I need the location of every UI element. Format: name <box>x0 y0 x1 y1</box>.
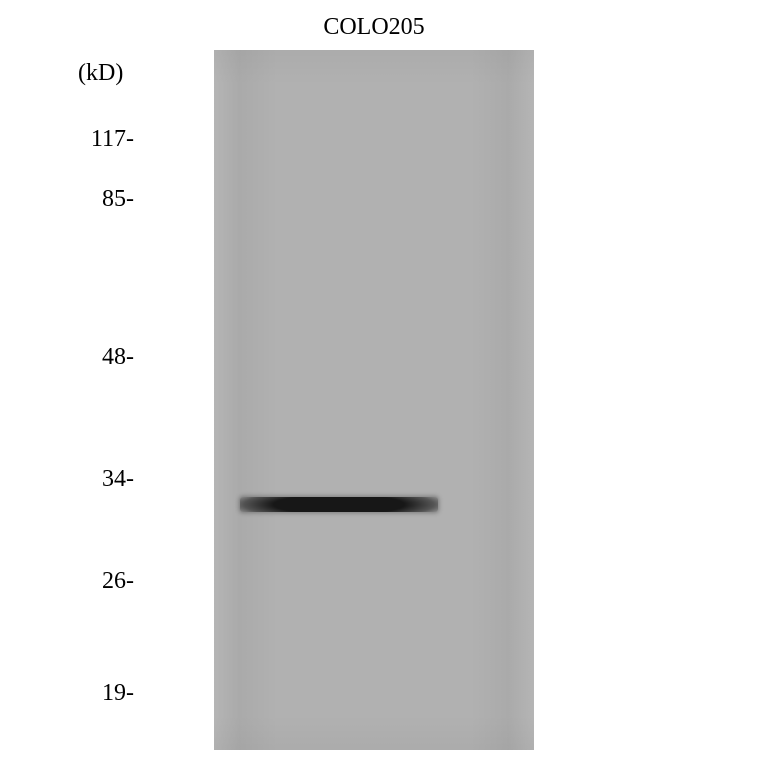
marker-label: 19- <box>0 680 134 707</box>
unit-label: (kD) <box>78 60 123 87</box>
marker-label: 48- <box>0 344 134 371</box>
blot-lane <box>214 50 534 750</box>
marker-label: 85- <box>0 186 134 213</box>
blot-figure: (kD) 117- 85- 48- 34- 26- 19- COLO205 <box>0 0 764 764</box>
blot-band <box>240 497 438 512</box>
lane-label: COLO205 <box>274 14 474 41</box>
marker-label: 117- <box>0 126 134 153</box>
marker-label: 34- <box>0 466 134 493</box>
marker-label: 26- <box>0 568 134 595</box>
